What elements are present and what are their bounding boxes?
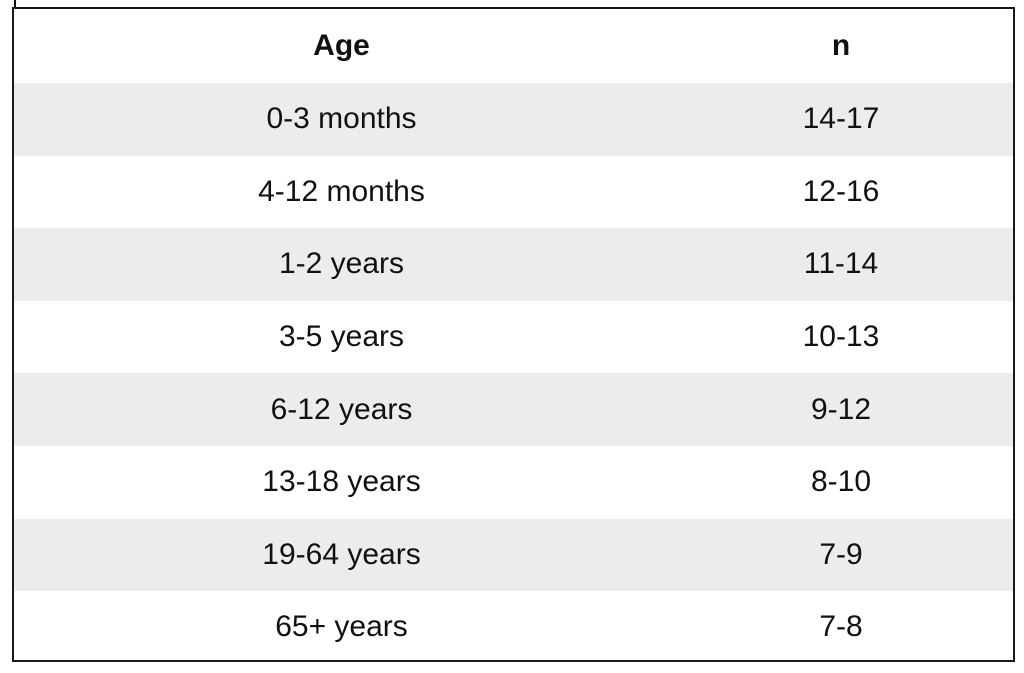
cell-n: 7-9 (819, 537, 863, 571)
cell-age: 4-12 months (258, 174, 425, 208)
header-age: Age (313, 29, 370, 62)
table-header-row: Age n (14, 9, 1013, 83)
cell-n: 12-16 (802, 174, 880, 208)
cell-n: 11-14 (803, 247, 879, 281)
cell-n: 14-17 (802, 102, 880, 136)
table-row: 19-64 years 7-9 (14, 518, 1013, 592)
table-row: 13-18 years 8-10 (14, 446, 1013, 519)
frame-corner-mark (14, 0, 16, 8)
cell-age: 65+ years (275, 610, 408, 644)
cell-age: 13-18 years (262, 465, 421, 499)
cell-age: 1-2 years (278, 247, 405, 281)
cell-n: 7-8 (819, 610, 863, 644)
table-row: 4-12 months 12-16 (14, 156, 1013, 229)
cell-n: 9-12 (810, 392, 872, 426)
cell-n: 10-13 (802, 320, 880, 354)
table-row: 1-2 years 11-14 (14, 228, 1013, 301)
cell-age: 19-64 years (262, 537, 421, 571)
header-n: n (831, 29, 851, 62)
cell-n: 8-10 (810, 465, 872, 499)
table-row: 3-5 years 10-13 (14, 301, 1013, 374)
table-row: 6-12 years 9-12 (14, 373, 1013, 446)
cell-age: 0-3 months (266, 102, 417, 136)
data-table: Age n 0-3 months 14-17 4-12 months 12-16… (12, 7, 1015, 662)
cell-age: 3-5 years (278, 320, 405, 354)
table-row: 65+ years 7-8 (14, 591, 1013, 660)
cell-age: 6-12 years (270, 392, 413, 426)
table-row: 0-3 months 14-17 (14, 83, 1013, 156)
